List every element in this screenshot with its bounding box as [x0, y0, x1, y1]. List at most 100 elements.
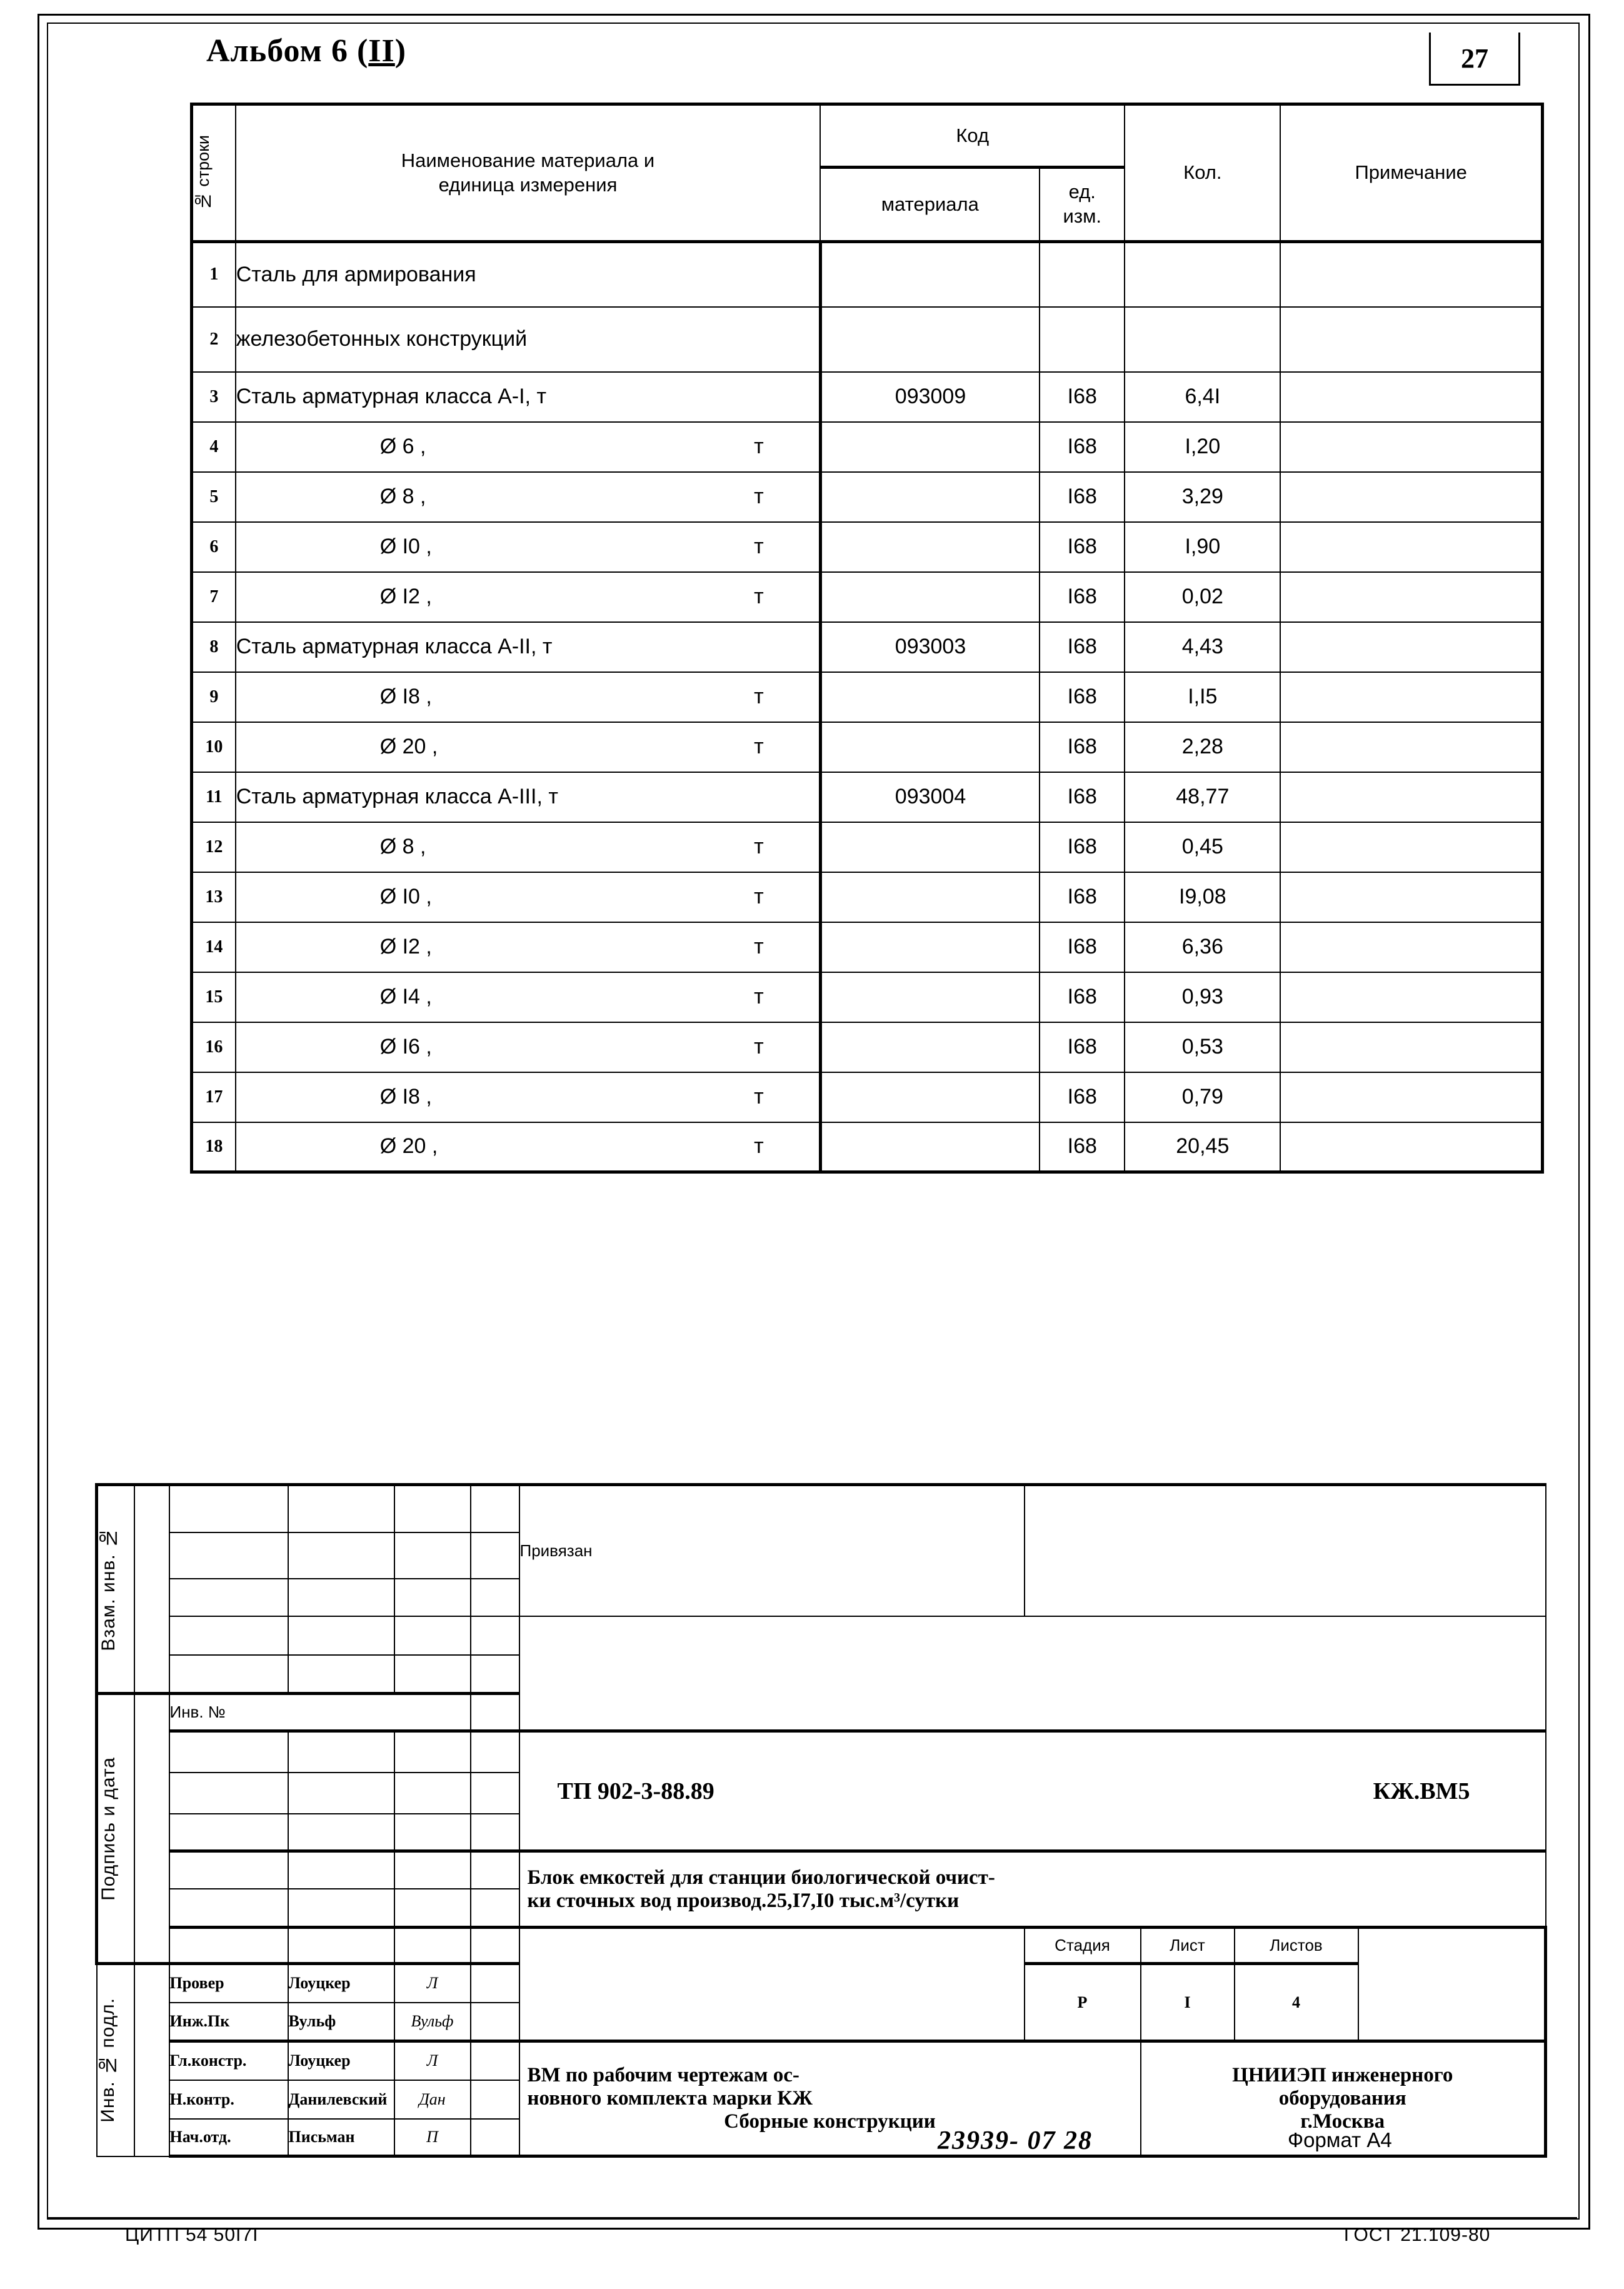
- stamp-spacer-col: [133, 1483, 170, 1694]
- change-cell-r2c4[interactable]: [469, 1531, 520, 1579]
- table-row: 9 Ø I8 , т I68 I,I5: [189, 671, 1545, 723]
- material-diameter: Ø I8 ,: [379, 1085, 432, 1109]
- change-cell-r1c1[interactable]: [168, 1483, 289, 1533]
- note: [1280, 771, 1545, 823]
- signatory-name-2: Лоуцкер: [287, 2040, 395, 2081]
- blank-band-upper[interactable]: [518, 1615, 1546, 1732]
- change-cell-r10c3[interactable]: [393, 1888, 471, 1928]
- sheets-value: 4: [1233, 1962, 1359, 2042]
- change-cell-r7c3[interactable]: [393, 1771, 471, 1814]
- signatory-date-4[interactable]: [469, 2118, 520, 2158]
- material-code: [818, 1021, 1041, 1073]
- change-cell-r6c4[interactable]: [469, 1729, 520, 1773]
- change-cell-r4c4[interactable]: [469, 1615, 520, 1656]
- change-cell-r4c1[interactable]: [168, 1615, 289, 1656]
- change-cell-r5c3[interactable]: [393, 1654, 471, 1694]
- material-name: Ø I8 , т: [234, 671, 821, 723]
- change-cell-r4c3[interactable]: [393, 1615, 471, 1656]
- change-cell-r9c2[interactable]: [287, 1849, 395, 1889]
- material-diameter: Ø 20 ,: [379, 735, 438, 758]
- change-cell-r7c2[interactable]: [287, 1771, 395, 1814]
- row-number: 7: [189, 571, 236, 623]
- quantity: 0,93: [1124, 971, 1281, 1023]
- change-cell-r8c2[interactable]: [287, 1813, 395, 1852]
- quantity: 6,36: [1124, 921, 1281, 973]
- change-cell-r11c2[interactable]: [287, 1926, 395, 1965]
- change-cell-r3c4[interactable]: [469, 1577, 520, 1617]
- change-cell-r8c1[interactable]: [168, 1813, 289, 1852]
- change-cell-r6c2[interactable]: [287, 1729, 395, 1773]
- change-cell-r4c2[interactable]: [287, 1615, 395, 1656]
- note: [1280, 241, 1545, 308]
- album-title-prefix: Альбом 6 (: [206, 33, 369, 69]
- table-row: 3 Сталь арматурная класса А-I, т 093009 I68…: [189, 371, 1545, 423]
- change-cell-r2c2[interactable]: [287, 1531, 395, 1579]
- change-cell-r5c1[interactable]: [168, 1654, 289, 1694]
- publisher-label: ЦИТП 54 50I7I: [125, 2225, 259, 2245]
- change-cell-r10c4[interactable]: [469, 1888, 520, 1928]
- change-cell-r7c4[interactable]: [469, 1771, 520, 1814]
- org-upper-blank[interactable]: [1357, 1926, 1547, 2042]
- change-cell-r3c1[interactable]: [168, 1577, 289, 1617]
- footer-divider: [47, 2217, 1577, 2220]
- col-header-code-unit-l2: изм.: [1063, 205, 1102, 227]
- unit-code: I68: [1039, 571, 1126, 623]
- change-cell-r8c3[interactable]: [393, 1813, 471, 1852]
- unit-code: I68: [1039, 921, 1126, 973]
- change-cell-r2c1[interactable]: [168, 1531, 289, 1579]
- change-cell-r8c4[interactable]: [469, 1813, 520, 1852]
- signatory-signature-4[interactable]: П: [393, 2118, 471, 2158]
- privyazan-right-cell[interactable]: [1023, 1483, 1546, 1617]
- signatory-date-2[interactable]: [469, 2040, 520, 2081]
- col-header-code: Код: [820, 103, 1126, 168]
- material-unit-suffix: т: [754, 435, 764, 458]
- material-code: [818, 871, 1041, 923]
- unit-code: I68: [1039, 821, 1126, 873]
- change-cell-r1c4[interactable]: [469, 1483, 520, 1533]
- signatory-signature-0[interactable]: Л: [393, 1962, 471, 2003]
- change-cell-r1c2[interactable]: [287, 1483, 395, 1533]
- doc-description-cell: ВМ по рабочим чертежам ос- новного компл…: [518, 2040, 1141, 2158]
- change-cell-r5c2[interactable]: [287, 1654, 395, 1694]
- change-cell-r6c1[interactable]: [168, 1729, 289, 1773]
- change-cell-r11c4[interactable]: [469, 1926, 520, 1965]
- material-unit-suffix: т: [754, 685, 764, 708]
- blank-left-of-stage[interactable]: [518, 1926, 1025, 2042]
- change-cell-r9c4[interactable]: [469, 1849, 520, 1889]
- unit-code: I68: [1039, 1021, 1126, 1073]
- change-cell-r2c3[interactable]: [393, 1531, 471, 1579]
- change-cell-r11c3[interactable]: [393, 1926, 471, 1965]
- change-cell-r10c1[interactable]: [168, 1888, 289, 1928]
- change-cell-r6c3[interactable]: [393, 1729, 471, 1773]
- material-code: [818, 571, 1041, 623]
- table-row: 6 Ø I0 , т I68 I,90: [189, 521, 1545, 573]
- change-cell-r11c1[interactable]: [168, 1926, 289, 1965]
- signatory-signature-2[interactable]: Л: [393, 2040, 471, 2081]
- material-code: [818, 921, 1041, 973]
- change-cell-r5c4[interactable]: [469, 1654, 520, 1694]
- inv-no-cell[interactable]: Инв. №: [168, 1692, 471, 1732]
- material-diameter: Ø 8 ,: [379, 835, 426, 858]
- change-cell-r9c3[interactable]: [393, 1849, 471, 1889]
- signatory-date-1[interactable]: [469, 2001, 520, 2042]
- inv-no-side-cell[interactable]: [469, 1692, 520, 1732]
- side-label-inv-podl-text: Инв. № подл.: [97, 1998, 118, 2123]
- table-row: 16 Ø I6 , т I68 0,53: [189, 1021, 1545, 1073]
- signatory-date-3[interactable]: [469, 2079, 520, 2120]
- change-cell-r1c3[interactable]: [393, 1483, 471, 1533]
- signatory-name-1: Вульф: [287, 2001, 395, 2042]
- change-cell-r10c2[interactable]: [287, 1888, 395, 1928]
- change-cell-r7c1[interactable]: [168, 1771, 289, 1814]
- material-code: [818, 521, 1041, 573]
- signatory-signature-3[interactable]: Дан: [393, 2079, 471, 2120]
- signatory-signature-1[interactable]: Вульф: [393, 2001, 471, 2042]
- change-cell-r3c3[interactable]: [393, 1577, 471, 1617]
- signatory-date-0[interactable]: [469, 1962, 520, 2003]
- material-unit-suffix: т: [754, 535, 764, 558]
- stage-label: Стадия: [1023, 1926, 1141, 1965]
- change-cell-r9c1[interactable]: [168, 1849, 289, 1889]
- signatory-name-4: Письман: [287, 2118, 395, 2158]
- change-cell-r3c2[interactable]: [287, 1577, 395, 1617]
- row-number: 14: [189, 921, 236, 973]
- material-unit-suffix: т: [754, 735, 764, 758]
